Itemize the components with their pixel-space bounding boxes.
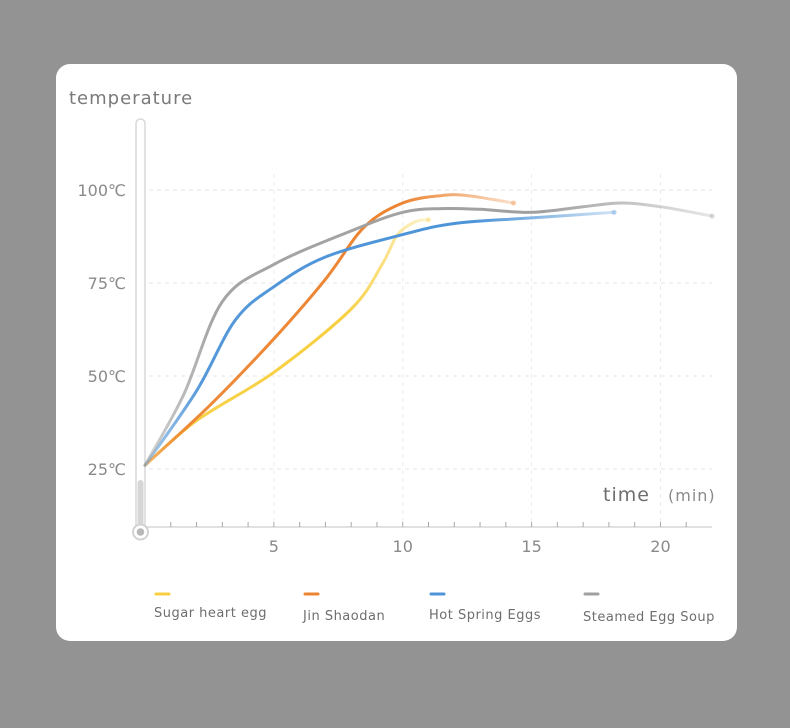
y-tick-label: 50℃ bbox=[88, 367, 126, 386]
y-tick-label: 75℃ bbox=[88, 274, 126, 293]
series-end-point bbox=[611, 209, 617, 215]
x-tick-label: 20 bbox=[650, 537, 670, 556]
y-tick-label: 25℃ bbox=[88, 460, 126, 479]
chart-svg: 25℃ 50℃ 75℃ 100℃ 5 10 15 20 temperature time (… bbox=[69, 88, 716, 625]
thermometer-axis bbox=[132, 118, 149, 541]
thermometer-level bbox=[137, 480, 144, 532]
y-tick-label: 100℃ bbox=[77, 181, 126, 200]
thermometer-bulb-core bbox=[136, 528, 145, 536]
legend-label: Steamed Egg Soup bbox=[583, 610, 715, 625]
legend-label: Hot Spring Eggs bbox=[429, 608, 541, 623]
series-end-point bbox=[709, 213, 715, 219]
x-axis-unit: (min) bbox=[668, 486, 716, 505]
legend: Sugar heart egg Jin Shaodan Hot Spring Egg… bbox=[154, 592, 715, 625]
x-tick-label: 10 bbox=[393, 537, 413, 556]
legend-label: Jin Shaodan bbox=[302, 609, 385, 624]
x-axis: 5 10 15 20 bbox=[145, 522, 712, 556]
series-line bbox=[143, 210, 616, 467]
x-tick-label: 15 bbox=[521, 537, 541, 556]
series-lines bbox=[143, 193, 715, 467]
y-axis-title: temperature bbox=[69, 88, 193, 109]
series-end-point bbox=[425, 217, 432, 223]
x-tick-label: 5 bbox=[269, 537, 279, 556]
thermometer-tube bbox=[135, 118, 146, 536]
legend-label: Sugar heart egg bbox=[154, 606, 267, 621]
series-end-point bbox=[510, 200, 517, 206]
series-line bbox=[143, 201, 714, 467]
grid: 25℃ 50℃ 75℃ 100℃ bbox=[77, 174, 712, 527]
x-axis-title: time bbox=[603, 484, 650, 506]
series-line bbox=[143, 193, 516, 467]
chart-card: 25℃ 50℃ 75℃ 100℃ 5 10 15 20 temperature time (… bbox=[56, 64, 737, 641]
series-line bbox=[143, 218, 430, 467]
